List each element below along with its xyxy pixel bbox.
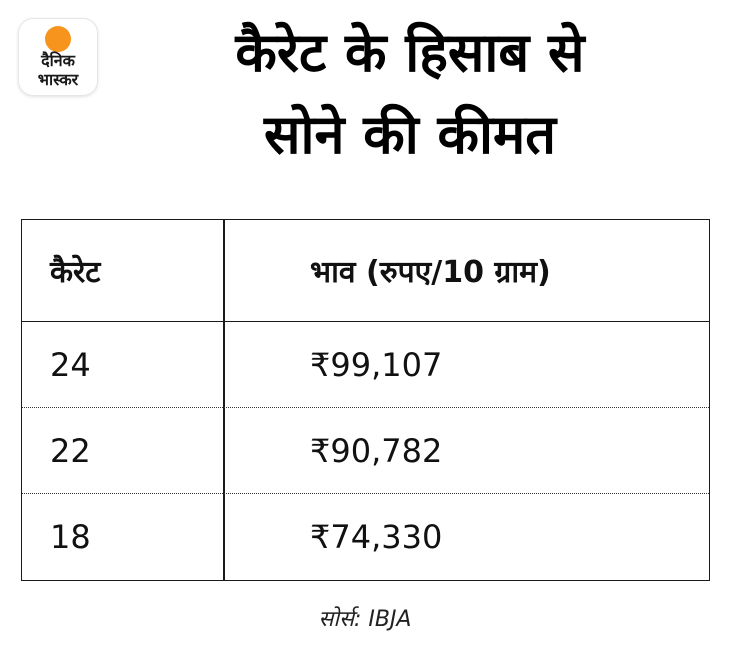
price-cell: ₹74,330	[310, 518, 443, 556]
column-divider	[223, 220, 225, 580]
karat-cell: 22	[50, 431, 91, 470]
karat-cell: 24	[50, 345, 91, 384]
gold-price-table: कैरेट भाव (रुपए/10 ग्राम) 24 ₹99,107 22 …	[21, 219, 710, 581]
logo-line-1: दैनिक	[40, 51, 76, 70]
source-note: सोर्स: IBJA	[318, 607, 412, 632]
logo-graphic: दैनिक भास्कर	[38, 26, 80, 89]
table-row: 24 ₹99,107	[22, 322, 709, 408]
price-cell: ₹90,782	[310, 431, 443, 470]
table-row: 18 ₹74,330	[22, 494, 709, 580]
price-cell: ₹99,107	[310, 345, 443, 384]
title-line-2: सोने की कीमत	[263, 103, 557, 166]
header-karat: कैरेट	[50, 255, 101, 290]
table-row: 22 ₹90,782	[22, 408, 709, 494]
karat-cell: 18	[50, 518, 91, 556]
logo-line-2: भास्कर	[38, 70, 80, 89]
table-header-row: कैरेट भाव (रुपए/10 ग्राम)	[22, 220, 709, 322]
title-line-1: कैरेट के हिसाब से	[235, 21, 585, 84]
dainik-bhaskar-logo: दैनिक भास्कर	[19, 19, 97, 95]
sun-icon	[45, 26, 71, 52]
header-price: भाव (रुपए/10 ग्राम)	[310, 255, 551, 290]
page-title: कैरेट के हिसाब से सोने की कीमत	[130, 12, 690, 176]
